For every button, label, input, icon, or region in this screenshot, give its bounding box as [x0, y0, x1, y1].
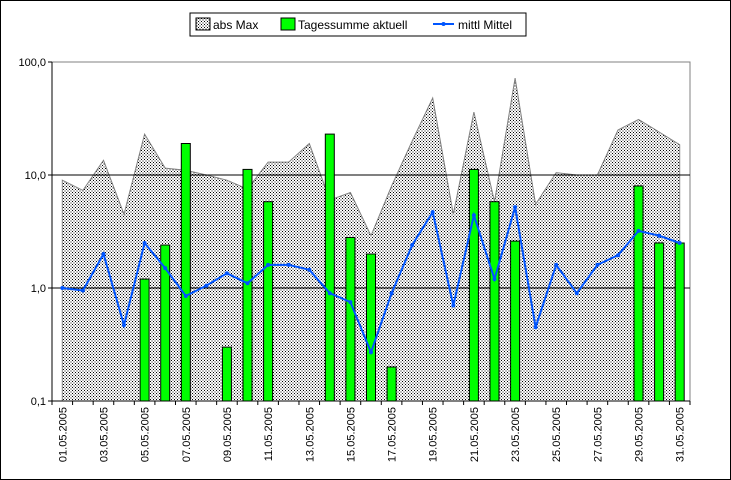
point-mittl-mittel: [163, 266, 168, 271]
point-mittl-mittel: [224, 271, 229, 276]
y-tick-label: 100,0: [18, 57, 46, 69]
point-mittl-mittel: [101, 252, 106, 256]
bar-tagessumme: [468, 168, 479, 402]
bar-tagessumme: [180, 143, 191, 402]
point-mittl-mittel: [183, 294, 188, 298]
point-mittl-mittel: [430, 210, 435, 215]
x-tick-label: 25.05.2005: [551, 407, 563, 462]
x-tick-label: 07.05.2005: [181, 407, 193, 462]
x-tick-label: 03.05.2005: [98, 407, 110, 462]
legend-label-tagessumme: Tagessumme aktuell: [298, 18, 407, 32]
point-mittl-mittel: [451, 303, 456, 308]
x-tick-label: 11.05.2005: [263, 407, 275, 461]
point-mittl-mittel: [533, 325, 538, 330]
point-mittl-mittel: [616, 253, 620, 258]
x-tick-label: 15.05.2005: [345, 407, 357, 462]
legend-swatch-tagessumme: [280, 17, 296, 31]
point-mittl-mittel: [348, 300, 353, 305]
x-tick-label: 31.05.2005: [675, 407, 687, 462]
bar-tagessumme: [139, 278, 150, 402]
legend-label-abs-max: abs Max: [213, 18, 258, 32]
point-mittl-mittel: [307, 267, 312, 272]
x-tick-label: 13.05.2005: [304, 407, 316, 462]
y-tick-label: 0,1: [31, 396, 46, 408]
point-mittl-mittel: [595, 262, 600, 267]
point-mittl-mittel: [554, 262, 559, 267]
point-mittl-mittel: [574, 291, 579, 296]
x-tick-label: 29.05.2005: [634, 407, 646, 462]
point-mittl-mittel: [60, 286, 65, 290]
point-mittl-mittel: [327, 291, 332, 296]
y-tick-label: 10,0: [25, 170, 46, 182]
bar-tagessumme: [386, 366, 397, 402]
point-mittl-mittel: [286, 262, 291, 267]
point-mittl-mittel: [657, 233, 662, 238]
bar-tagessumme: [366, 253, 376, 402]
bar-tagessumme: [263, 201, 274, 402]
y-tick-label: 1,0: [31, 283, 46, 295]
bar-tagessumme: [221, 346, 232, 402]
legend: abs Max Tagessumme aktuell mittl Mittel: [189, 12, 527, 37]
point-mittl-mittel: [266, 262, 271, 267]
point-mittl-mittel: [142, 241, 147, 245]
point-mittl-mittel: [389, 291, 394, 296]
area-abs-max: [61, 78, 681, 402]
x-tick-label: 17.05.2005: [387, 407, 399, 462]
x-tick-label: 01.05.2005: [57, 407, 69, 462]
point-mittl-mittel: [80, 288, 85, 293]
bar-tagessumme: [345, 237, 356, 402]
bar-tagessumme: [633, 185, 644, 402]
legend-marker-mittl-mittel: [441, 22, 446, 26]
x-tick-label: 27.05.2005: [592, 407, 604, 462]
point-mittl-mittel: [636, 228, 641, 233]
x-tick-label: 19.05.2005: [428, 407, 440, 462]
point-mittl-mittel: [471, 213, 476, 218]
bar-tagessumme: [674, 242, 685, 402]
x-tick-label: 09.05.2005: [222, 407, 234, 462]
bar-tagessumme: [489, 201, 500, 402]
bar-tagessumme: [654, 242, 665, 402]
point-mittl-mittel: [204, 283, 209, 288]
point-mittl-mittel: [245, 281, 250, 286]
point-mittl-mittel: [513, 205, 518, 210]
x-tick-label: 05.05.2005: [140, 407, 152, 462]
x-tick-label: 23.05.2005: [510, 407, 522, 462]
legend-swatch-abs-max: [195, 17, 211, 31]
bar-tagessumme: [510, 240, 521, 402]
point-mittl-mittel: [369, 350, 373, 355]
bar-tagessumme: [324, 133, 335, 402]
point-mittl-mittel: [122, 323, 126, 328]
point-mittl-mittel: [677, 241, 682, 245]
legend-label-mittl-mittel: mittl Mittel: [458, 18, 512, 32]
legend-box: [189, 12, 527, 37]
point-mittl-mittel: [492, 277, 497, 282]
point-mittl-mittel: [410, 243, 415, 247]
x-tick-label: 21.05.2005: [469, 407, 481, 462]
